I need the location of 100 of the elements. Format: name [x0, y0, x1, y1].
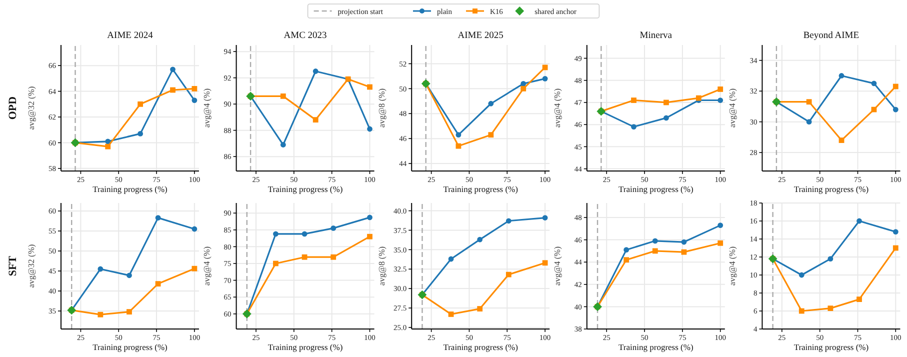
- x-axis-title: Training progress (%): [618, 342, 694, 352]
- x-axis-title: Training progress (%): [618, 184, 694, 194]
- point: [828, 306, 834, 311]
- point: [828, 256, 834, 262]
- chart-title: AIME 2025: [458, 31, 504, 41]
- point: [192, 266, 198, 272]
- text: SFT: [7, 255, 19, 276]
- point: [892, 106, 898, 112]
- point: [488, 100, 494, 106]
- point: [105, 138, 111, 144]
- point: [155, 281, 161, 286]
- y-axis-title: avg@4 (%): [201, 246, 212, 286]
- point: [838, 73, 844, 78]
- point: [652, 248, 658, 254]
- point: [892, 245, 898, 251]
- chart-title: Minerva: [640, 31, 673, 41]
- y-axis-title: avg@32 (%): [26, 86, 36, 130]
- point: [681, 249, 687, 255]
- point: [856, 218, 862, 224]
- point: [806, 99, 812, 105]
- point: [718, 240, 724, 246]
- point: [312, 68, 318, 74]
- y-axis-title: avg@8 (%): [376, 246, 387, 286]
- point: [631, 98, 636, 103]
- y-axis-title: avg@4 (%): [201, 88, 212, 128]
- point: [664, 100, 669, 106]
- x-axis-title: Training progress (%): [268, 184, 343, 194]
- point: [302, 231, 308, 237]
- point: [448, 312, 454, 317]
- point: [98, 266, 104, 272]
- x-axis-title: Training progress (%): [92, 342, 168, 352]
- point: [856, 296, 862, 302]
- x-axis-title: Training progress (%): [92, 184, 168, 194]
- x-axis-title: Training progress (%): [794, 342, 869, 352]
- point: [155, 215, 161, 220]
- point: [448, 256, 454, 262]
- point: [488, 132, 494, 138]
- point: [624, 257, 630, 263]
- point: [718, 98, 724, 103]
- point: [696, 95, 702, 101]
- point: [806, 119, 812, 125]
- point: [98, 312, 104, 318]
- point: [631, 124, 636, 130]
- chart-title: AMC 2023: [284, 31, 328, 41]
- point: [871, 80, 877, 86]
- point: [126, 309, 132, 314]
- x-axis-title: Training progress (%): [443, 342, 518, 352]
- point: [624, 247, 630, 253]
- point: [652, 238, 658, 244]
- point: [542, 260, 548, 266]
- y-axis-title: avg@4 (%): [552, 246, 562, 286]
- point: [520, 80, 526, 86]
- point: [170, 87, 176, 93]
- chart-title: AIME 2024: [107, 31, 154, 41]
- y-axis-title: avg@4 (%): [552, 88, 562, 128]
- x-axis-title: Training progress (%): [443, 184, 518, 194]
- point: [367, 126, 372, 132]
- point: [192, 86, 198, 92]
- y-axis-title: avg@4 (%): [727, 88, 738, 128]
- x-axis-title: Training progress (%): [268, 342, 343, 352]
- y-axis-title: avg@32 (%): [26, 244, 36, 288]
- point: [477, 306, 483, 312]
- point: [798, 308, 804, 314]
- point: [367, 214, 372, 220]
- point: [138, 101, 144, 107]
- point: [456, 132, 462, 138]
- point: [542, 64, 548, 70]
- point: [506, 272, 512, 278]
- point: [170, 66, 176, 72]
- point: [280, 93, 286, 99]
- point: [477, 236, 483, 242]
- point: [798, 272, 804, 278]
- point: [367, 84, 372, 90]
- point: [681, 239, 687, 245]
- point: [138, 131, 144, 136]
- point: [302, 254, 308, 260]
- point: [664, 115, 669, 121]
- x-axis-title: Training progress (%): [794, 184, 869, 194]
- point: [520, 86, 526, 92]
- point: [892, 229, 898, 234]
- point: [192, 98, 198, 103]
- point: [838, 138, 844, 143]
- point: [542, 76, 548, 82]
- point: [718, 222, 724, 228]
- point: [273, 260, 278, 266]
- point: [330, 254, 336, 260]
- point: [105, 144, 111, 150]
- point: [330, 226, 336, 231]
- point: [192, 226, 198, 232]
- point: [718, 86, 724, 92]
- chart-title: Beyond AIME: [803, 31, 860, 41]
- point: [280, 142, 286, 148]
- point: [312, 117, 318, 123]
- point: [273, 231, 278, 237]
- point: [126, 272, 132, 278]
- point: [892, 84, 898, 90]
- text: OPD: [7, 96, 19, 120]
- y-axis-title: avg@4 (%): [727, 246, 738, 286]
- point: [367, 234, 372, 240]
- point: [506, 218, 512, 224]
